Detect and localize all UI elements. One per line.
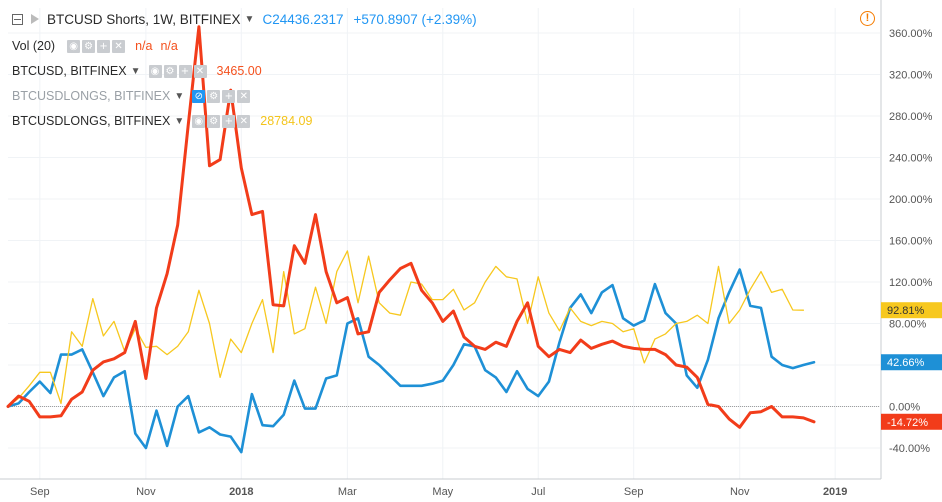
plus-icon[interactable]: + (222, 114, 236, 128)
legend-value: 3465.00 (216, 64, 262, 78)
close-icon[interactable]: ✕ (237, 114, 251, 128)
chevron-down-icon[interactable]: ▼ (244, 13, 255, 25)
x-tick-label: Nov (136, 486, 156, 498)
plus-icon[interactable]: + (178, 64, 192, 78)
legend-label[interactable]: Vol (20) (12, 39, 56, 53)
chart-header: BTCUSD Shorts, 1W, BITFINEX ▼ C 24436.23… (12, 10, 477, 28)
flag-icon[interactable] (31, 14, 39, 24)
y-tick-label: 200.00% (889, 194, 933, 206)
x-tick-label: Nov (730, 486, 750, 498)
y-tick-label: 160.00% (889, 236, 933, 248)
symbol-title[interactable]: BTCUSD Shorts, 1W, BITFINEX (47, 11, 241, 27)
y-tick-label: 320.00% (889, 70, 933, 82)
x-tick-label: Sep (30, 486, 50, 498)
hidden-eye-icon[interactable]: ⊘ (192, 89, 206, 103)
last-value-label-0: 42.66% (887, 357, 925, 369)
close-icon[interactable]: ✕ (237, 89, 251, 103)
x-tick-label: Jul (531, 486, 545, 498)
y-tick-label: 360.00% (889, 28, 933, 40)
chevron-down-icon[interactable]: ▼ (174, 115, 185, 127)
last-value-label-2: -14.72% (887, 417, 928, 429)
price-change: +570.8907 (+2.39%) (353, 11, 477, 27)
last-value-badge-2 (881, 413, 942, 430)
y-tick-label: 240.00% (889, 153, 933, 165)
chevron-down-icon[interactable]: ▼ (174, 90, 185, 102)
close-price-label: C (262, 11, 273, 27)
legend-row-longs-hidden: BTCUSDLONGS, BITFINEX ▼ ⊘ ⚙ + ✕ (12, 87, 252, 105)
gear-icon[interactable]: ⚙ (207, 89, 221, 103)
x-tick-label: 2019 (823, 486, 847, 498)
legend-row-btcusd: BTCUSD, BITFINEX ▼ ◉ ⚙ + ✕ 3465.00 (12, 62, 262, 80)
warning-icon[interactable]: ! (860, 11, 875, 26)
close-icon[interactable]: ✕ (193, 64, 207, 78)
plus-icon[interactable]: + (97, 39, 111, 53)
legend-value: 28784.09 (260, 114, 313, 128)
last-value-badge-1 (881, 302, 942, 319)
y-tick-label: -40.00% (889, 443, 930, 455)
series-line-2 (6, 25, 816, 429)
x-tick-label: Sep (624, 486, 644, 498)
y-tick-label: 120.00% (889, 277, 933, 289)
collapse-icon[interactable] (12, 13, 23, 25)
legend-value: n/a (135, 39, 153, 53)
gear-icon[interactable]: ⚙ (207, 114, 221, 128)
eye-icon[interactable]: ◉ (67, 39, 81, 53)
plus-icon[interactable]: + (222, 89, 236, 103)
legend-label[interactable]: BTCUSDLONGS, BITFINEX (12, 89, 171, 103)
series-line-1 (7, 250, 805, 408)
x-tick-label: Mar (338, 486, 357, 498)
legend-value-secondary: n/a (160, 39, 178, 53)
close-price: 24436.2317 (272, 11, 344, 27)
legend-row-volume: Vol (20) ◉ ⚙ + ✕ n/a n/a (12, 37, 178, 55)
eye-icon[interactable]: ◉ (192, 114, 206, 128)
x-tick-label: 2018 (229, 486, 253, 498)
gear-icon[interactable]: ⚙ (82, 39, 96, 53)
gear-icon[interactable]: ⚙ (163, 64, 177, 78)
eye-icon[interactable]: ◉ (148, 64, 162, 78)
last-value-badge-0 (881, 354, 942, 371)
last-value-label-1: 92.81% (887, 305, 925, 317)
legend-label[interactable]: BTCUSD, BITFINEX (12, 64, 127, 78)
y-tick-label: 280.00% (889, 111, 933, 123)
chevron-down-icon[interactable]: ▼ (130, 65, 141, 77)
y-tick-label: 80.00% (889, 319, 927, 331)
close-icon[interactable]: ✕ (112, 39, 126, 53)
x-tick-label: May (432, 486, 453, 498)
legend-label[interactable]: BTCUSDLONGS, BITFINEX (12, 114, 171, 128)
y-tick-label: 0.00% (889, 402, 920, 414)
series-line-0 (6, 268, 816, 454)
legend-row-longs: BTCUSDLONGS, BITFINEX ▼ ◉ ⚙ + ✕ 28784.09 (12, 112, 312, 130)
